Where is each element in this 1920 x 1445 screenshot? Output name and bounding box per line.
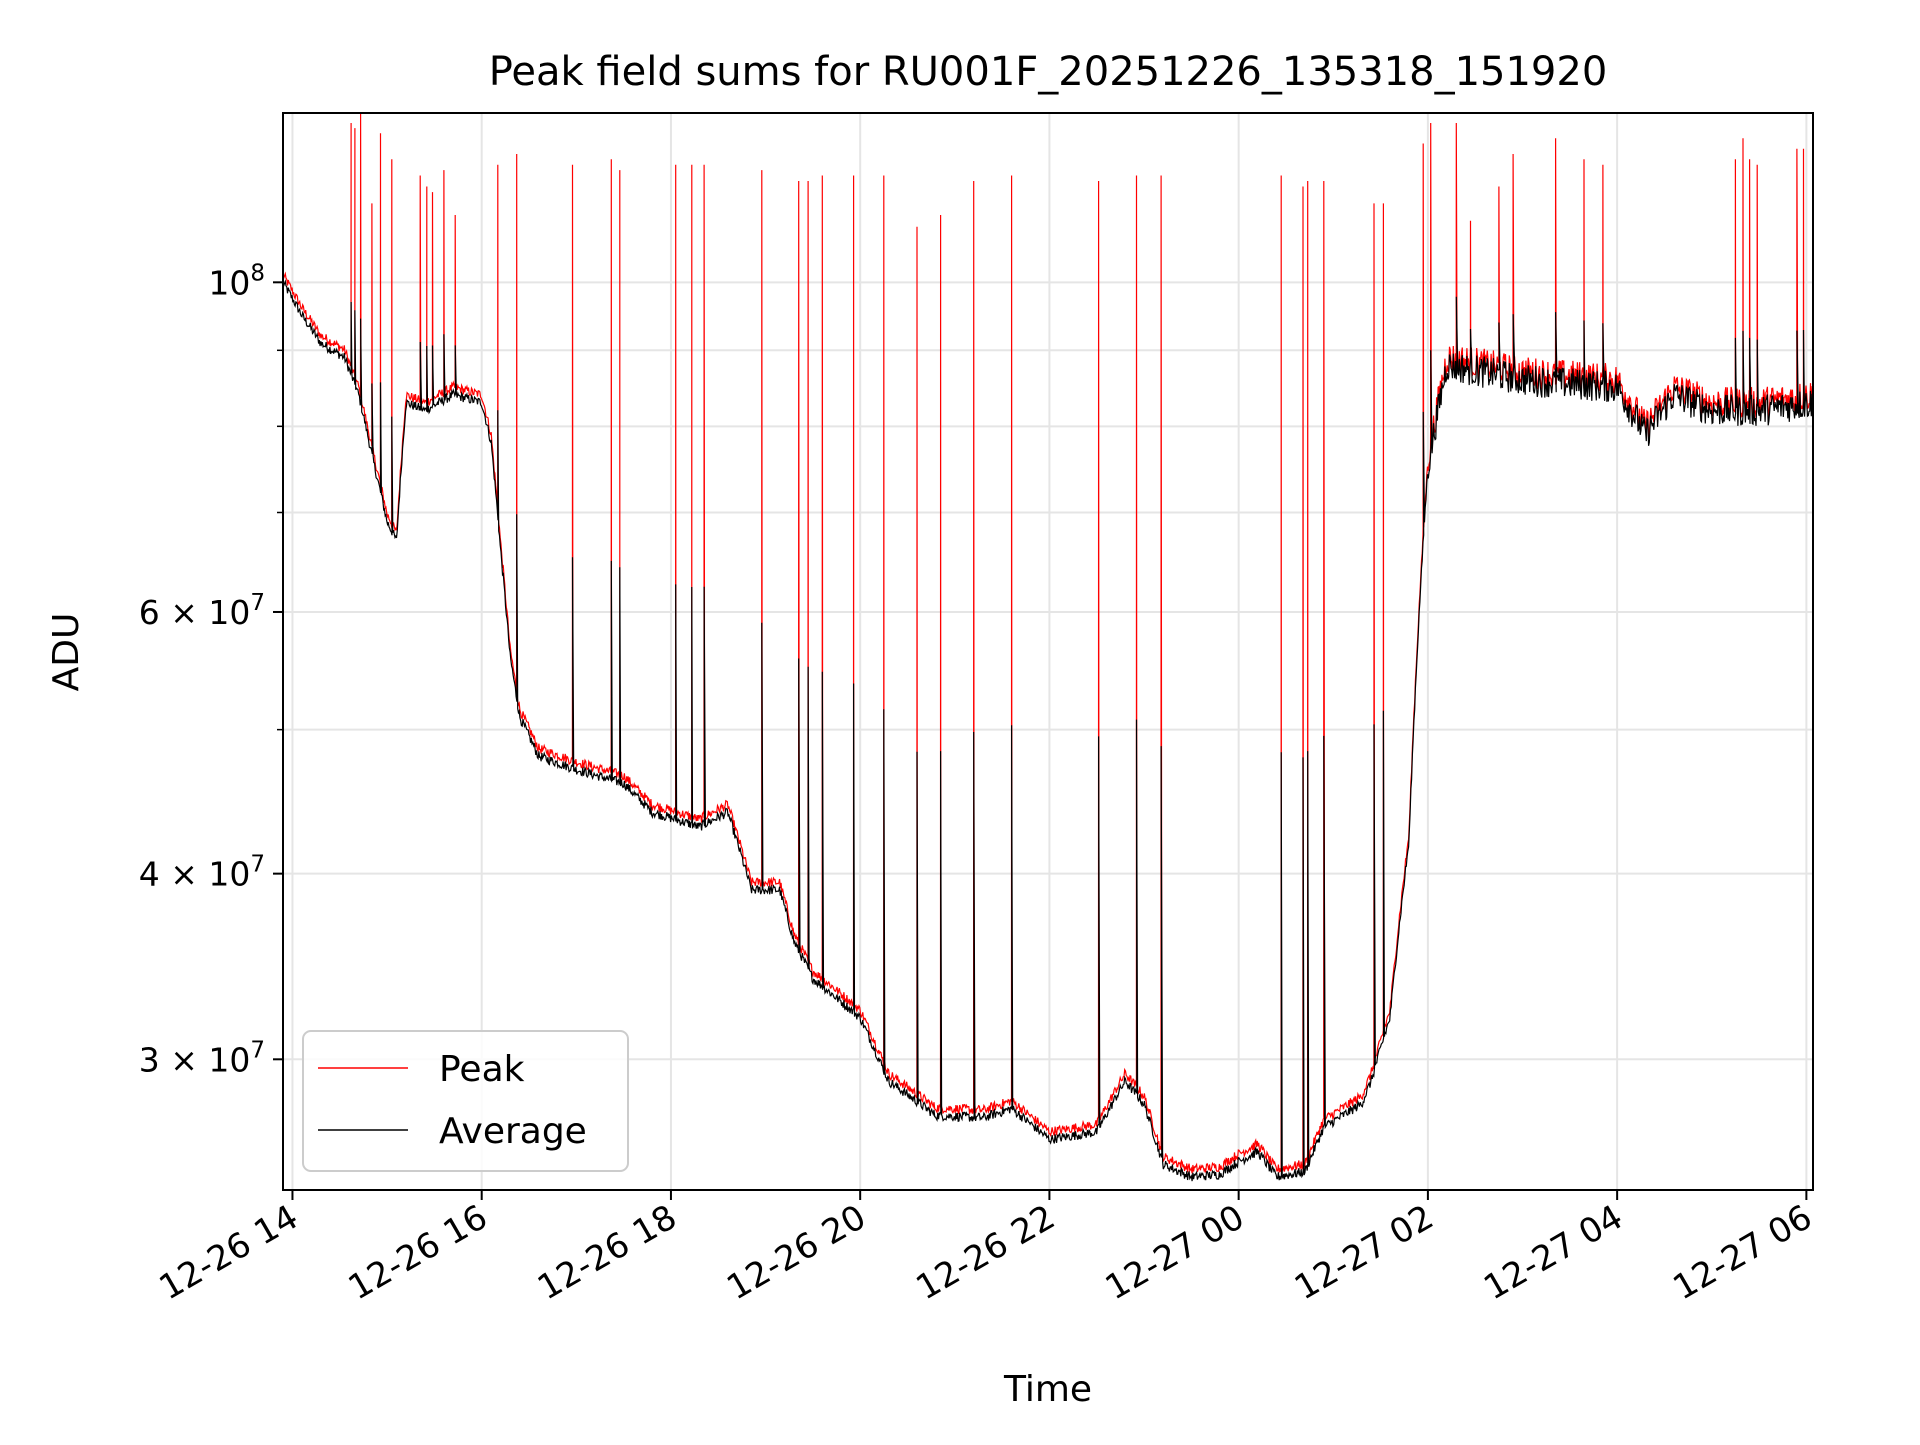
y-tick-exponent: 8 [250,260,265,286]
series-layer [283,113,1813,1182]
y-tick-exponent: 7 [250,590,265,616]
chart-title: Peak field sums for RU001F_20251226_1353… [489,49,1608,95]
y-tick-exponent: 7 [250,1037,265,1063]
legend-peak-label: Peak [439,1049,525,1090]
y-axis-label: ADU [46,613,87,692]
legend-average-label: Average [439,1111,587,1152]
x-axis-label: Time [1003,1369,1092,1410]
y-tick-exponent: 7 [250,852,265,878]
y-tick-label: 6 × 107 [139,590,265,632]
plot-frame [282,112,1814,1191]
legend-box [302,1030,629,1172]
grid [283,113,1813,1190]
y-tick-label: 4 × 107 [139,852,265,894]
y-tick-label: 3 × 107 [139,1037,265,1079]
average-series-line [283,279,1813,1182]
legend: Peak Average [302,1030,629,1172]
